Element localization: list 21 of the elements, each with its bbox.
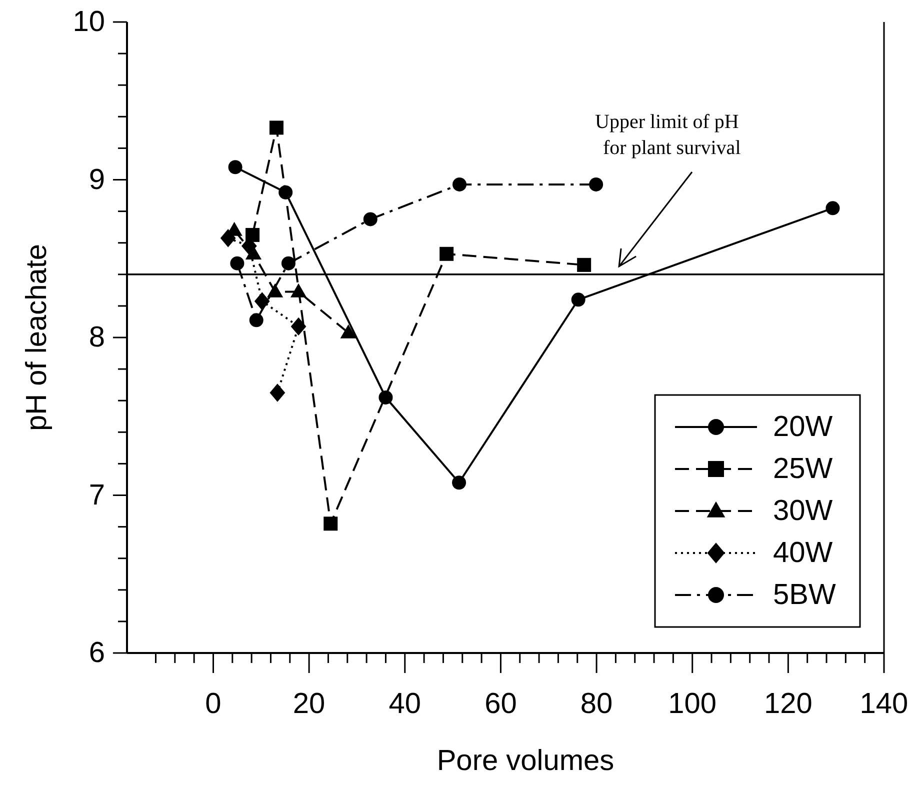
legend-label: 30W	[773, 495, 834, 527]
legend-label: 5BW	[773, 579, 836, 611]
y-tick-label: 9	[88, 164, 105, 196]
y-axis-title: pH of leachate	[21, 244, 53, 432]
x-tick-label: 0	[205, 688, 222, 720]
x-tick-label: 60	[484, 688, 517, 720]
x-tick-label: 120	[764, 688, 812, 720]
x-tick-label: 20	[292, 688, 326, 720]
x-tick-label: 40	[388, 688, 422, 720]
x-tick-label: 80	[580, 688, 613, 720]
y-tick-label: 8	[88, 322, 105, 354]
x-tick-label: 140	[860, 688, 908, 720]
y-tick-label: 10	[72, 6, 105, 38]
x-axis-title: Pore volumes	[436, 745, 614, 777]
legend-label: 40W	[773, 537, 834, 569]
y-tick-label: 6	[88, 637, 105, 669]
x-tick-label: 100	[668, 688, 717, 720]
ref-line-label: Upper limit of pH for plant survival	[595, 111, 742, 159]
y-tick-label: 7	[88, 479, 105, 512]
legend-label: 25W	[773, 453, 834, 485]
legend-label: 20W	[773, 411, 834, 443]
